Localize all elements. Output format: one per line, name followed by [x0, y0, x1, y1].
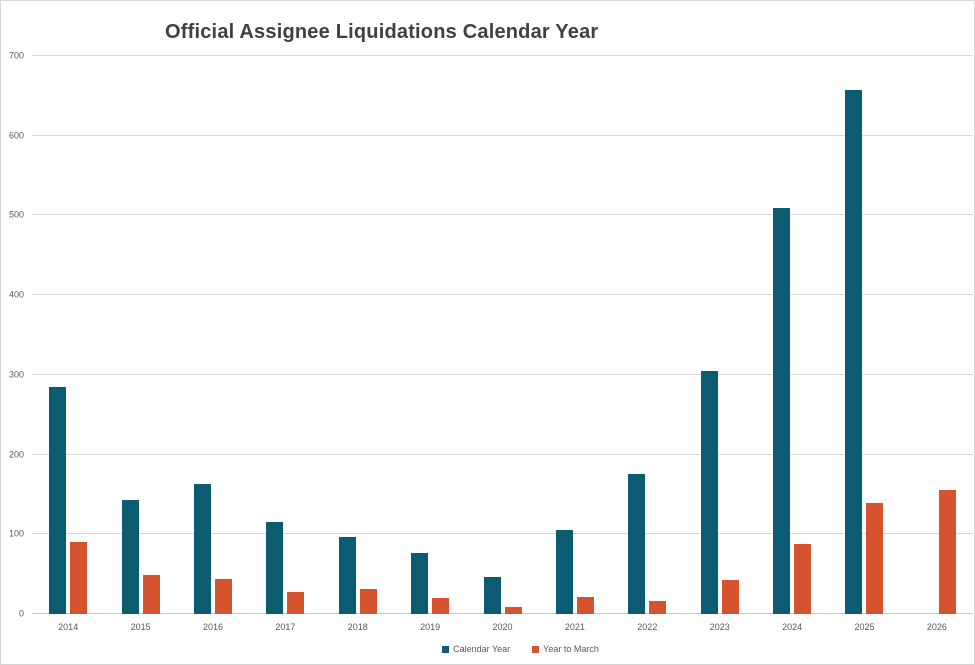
bar-calendar-year-2017 [266, 521, 284, 614]
bar-year-to-march-2017 [287, 592, 305, 614]
x-axis: 2014 2015 2016 2017 2018 2019 2020 2021 2022 2023… [32, 622, 973, 632]
bar-year-to-march-2015 [142, 574, 160, 614]
gridline-200 [32, 453, 973, 455]
y-axis-label-400: 400 [8, 289, 24, 300]
bar-group-2024 [756, 56, 828, 614]
gridline-300 [32, 373, 973, 375]
legend-label-calendar-year: Calendar Year [453, 644, 511, 654]
x-axis-label-2017: 2017 [275, 622, 296, 632]
bar-calendar-year-2025 [845, 90, 863, 614]
bar-year-to-march-2019 [432, 598, 450, 614]
x-axis-label-2018: 2018 [347, 622, 368, 632]
y-axis-label-100: 100 [8, 528, 24, 539]
calendar-year-legend-swatch [442, 645, 450, 653]
gridline-500 [32, 214, 973, 216]
gridline-0 [32, 613, 973, 614]
bar-group-2025 [828, 56, 900, 614]
year-to-march-legend-swatch [532, 645, 540, 653]
bar-calendar-year-2022 [628, 473, 646, 614]
y-axis-label-0: 0 [18, 608, 24, 619]
bar-year-to-march-2020 [504, 606, 522, 614]
x-axis-label-2015: 2015 [130, 622, 151, 632]
bar-year-to-march-2023 [721, 579, 739, 614]
bar-group-2022 [611, 56, 683, 614]
bar-year-to-march-2025 [866, 503, 884, 614]
bar-group-2016 [177, 56, 249, 614]
legend: Calendar Year Year to March [34, 644, 974, 654]
gridline-700 [32, 55, 973, 56]
bar-group-2019 [394, 56, 466, 614]
bar-calendar-year-2020 [483, 576, 501, 614]
plot-area [32, 55, 973, 614]
gridline-100 [32, 533, 973, 535]
y-axis-label-600: 600 [8, 130, 24, 141]
legend-label-year-to-march: Year to March [543, 644, 599, 654]
bar-group-2018 [322, 56, 394, 614]
gridline-600 [32, 134, 973, 136]
gridline-400 [32, 294, 973, 296]
x-axis-label-2023: 2023 [709, 622, 730, 632]
bar-group-2017 [249, 56, 321, 614]
bar-group-2014 [32, 56, 104, 614]
bar-calendar-year-2018 [338, 536, 356, 614]
bar-year-to-march-2014 [70, 542, 88, 614]
x-axis-label-2022: 2022 [637, 622, 658, 632]
y-axis: 0 100 200 300 400 500 600 700 [1, 51, 28, 618]
x-axis-label-2020: 2020 [492, 622, 513, 632]
bar-group-2026 [901, 56, 973, 614]
y-axis-label-500: 500 [8, 209, 24, 220]
bar-year-to-march-2024 [794, 543, 812, 614]
bar-calendar-year-2021 [555, 530, 573, 614]
bar-calendar-year-2015 [121, 500, 139, 614]
bar-year-to-march-2018 [359, 589, 377, 614]
x-axis-label-2019: 2019 [420, 622, 441, 632]
bar-year-to-march-2021 [576, 597, 594, 614]
bar-group-2023 [684, 56, 756, 614]
bar-year-to-march-2016 [214, 578, 232, 614]
bar-calendar-year-2024 [773, 208, 791, 614]
x-axis-label-2021: 2021 [564, 622, 585, 632]
y-axis-label-700: 700 [8, 50, 24, 61]
bar-group-2015 [104, 56, 176, 614]
bar-calendar-year-2014 [49, 386, 67, 614]
bar-group-2021 [539, 56, 611, 614]
bar-calendar-year-2016 [193, 484, 211, 614]
chart-title: Official Assignee Liquidations Calendar … [165, 21, 599, 43]
legend-item-calendar-year: Calendar Year [442, 644, 510, 654]
bar-group-2020 [466, 56, 538, 614]
bar-year-to-march-2022 [649, 601, 667, 614]
x-axis-label-2025: 2025 [854, 622, 875, 632]
x-axis-label-2024: 2024 [782, 622, 803, 632]
x-axis-label-2014: 2014 [58, 622, 79, 632]
bar-year-to-march-2026 [938, 489, 956, 614]
y-axis-label-300: 300 [8, 369, 24, 380]
legend-item-year-to-march: Year to March [532, 644, 599, 654]
x-axis-label-2016: 2016 [202, 622, 223, 632]
x-axis-label-2026: 2026 [926, 622, 947, 632]
bar-calendar-year-2023 [700, 370, 718, 614]
bar-calendar-year-2019 [411, 552, 429, 614]
bars-layer [32, 56, 973, 614]
y-axis-label-200: 200 [8, 449, 24, 460]
